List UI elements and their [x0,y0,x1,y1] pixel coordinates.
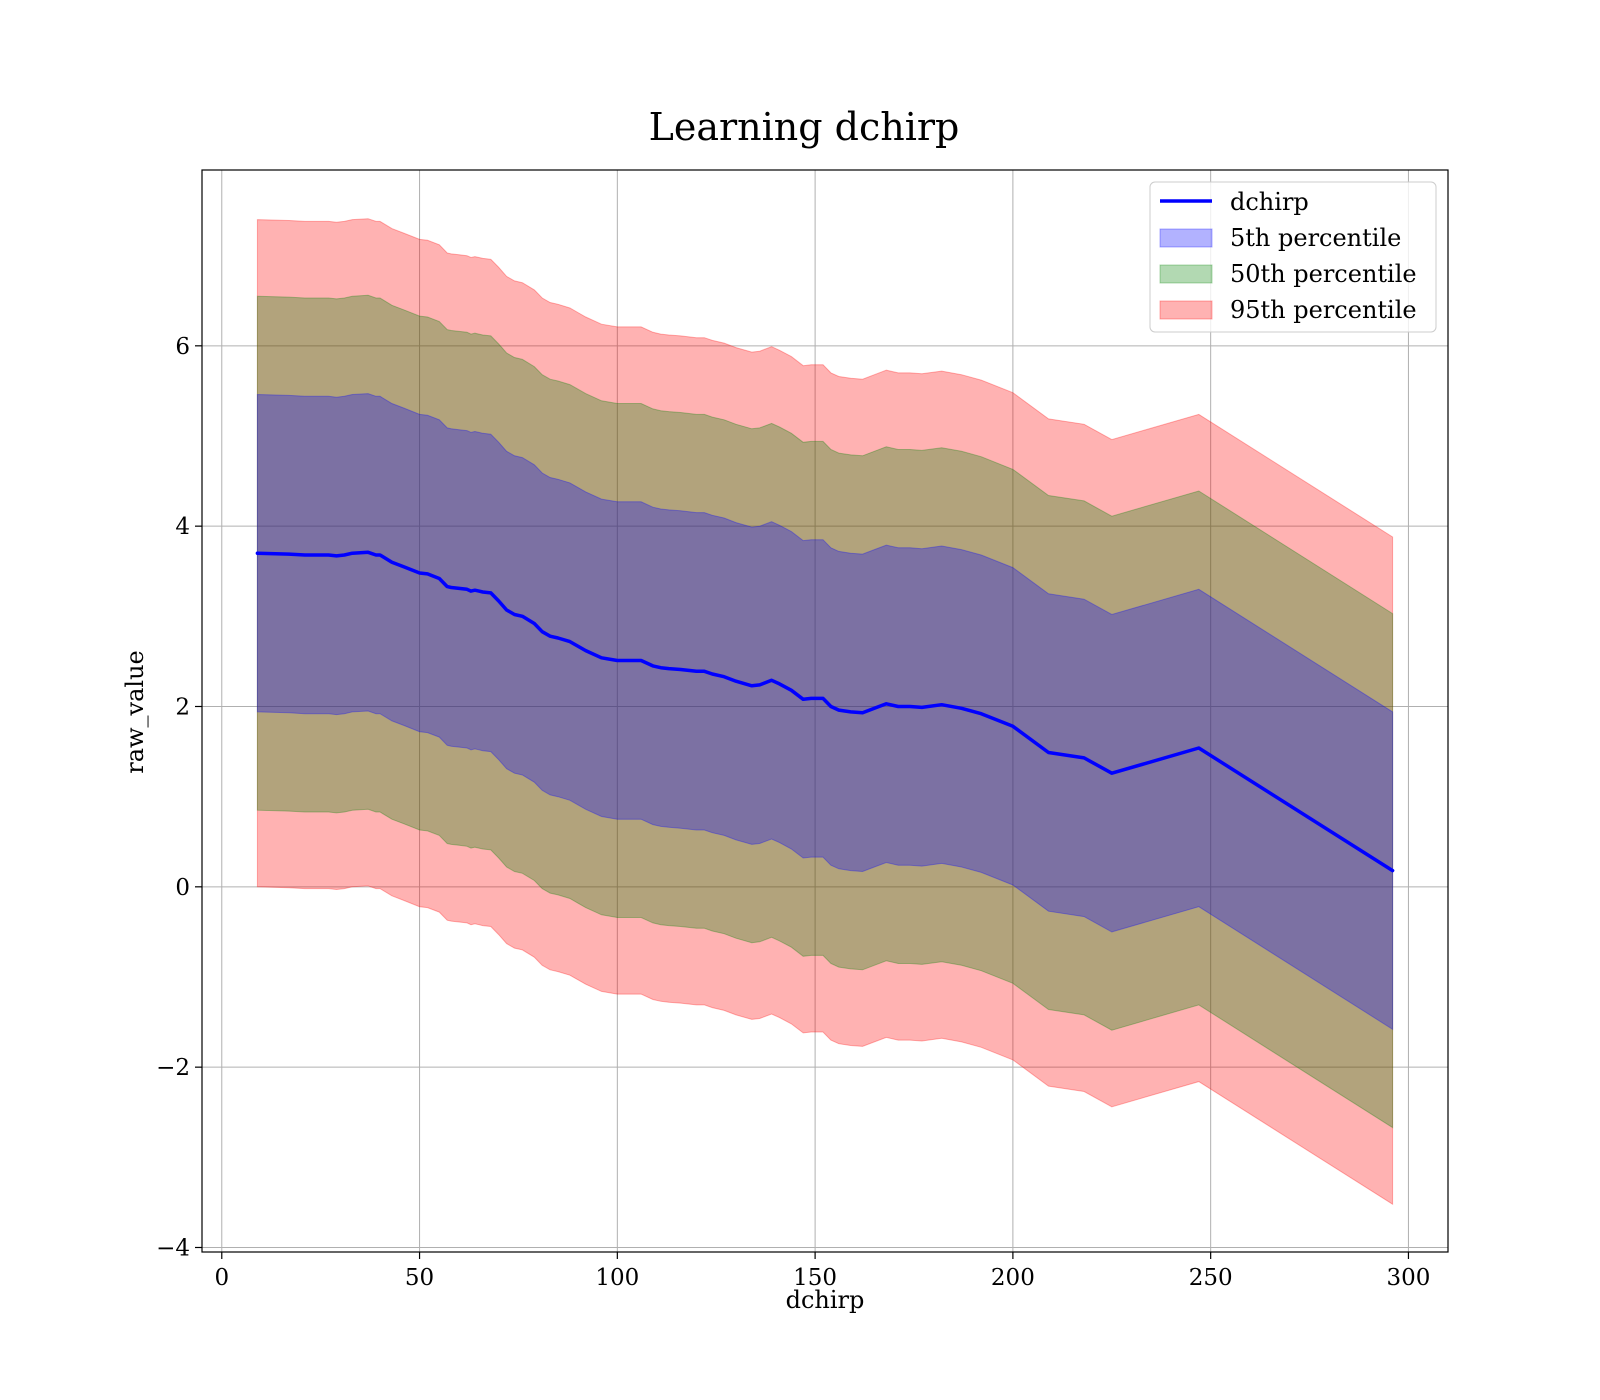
x-tick-label: 0 [214,1265,229,1291]
y-tick-label: 2 [175,694,190,720]
band-5th-percentile [256,393,1394,1031]
band-95th-percentile [256,218,1394,1206]
x-axis-label: dchirp [786,1286,865,1314]
y-axis-label: raw_value [121,650,149,774]
x-tick-label: 250 [1189,1265,1233,1291]
y-tick-label: −2 [156,1055,190,1081]
x-tick-label: 200 [991,1265,1035,1291]
y-tick-label: 6 [175,334,190,360]
plot-frame [201,169,1449,1253]
x-tick-label: 300 [1386,1265,1430,1291]
legend-swatch-50th-percentile [1159,264,1213,284]
grid [202,170,1448,1252]
plot-area [202,170,1448,1252]
y-tick-label: −4 [156,1235,190,1261]
x-tick-label: 50 [405,1265,434,1291]
y-tick-label: 0 [175,875,190,901]
band-50th-percentile [256,294,1394,1129]
axis-ticks: 0 50 100 150 200 250 300 −4 −2 0 2 4 6 [156,334,1430,1291]
legend-label-50th-percentile: 50th percentile [1230,260,1417,288]
x-tick-label: 150 [793,1265,837,1291]
legend: dchirp 5th percentile 50th percentile 95… [1149,181,1437,333]
legend-label-5th-percentile: 5th percentile [1230,224,1401,252]
x-tick-label: 100 [595,1265,639,1291]
legend-frame [1149,181,1437,333]
legend-label-95th-percentile: 95th percentile [1230,296,1417,324]
legend-label-dchirp: dchirp [1230,188,1309,216]
series-lines [255,550,1395,873]
y-tick-label: 4 [175,514,190,540]
legend-swatch-5th-percentile [1159,228,1213,248]
percentile-bands [256,218,1394,1206]
chart-title: Learning dchirp [649,105,960,149]
legend-swatch-95th-percentile [1159,300,1213,320]
series-line-dchirp [255,550,1395,873]
